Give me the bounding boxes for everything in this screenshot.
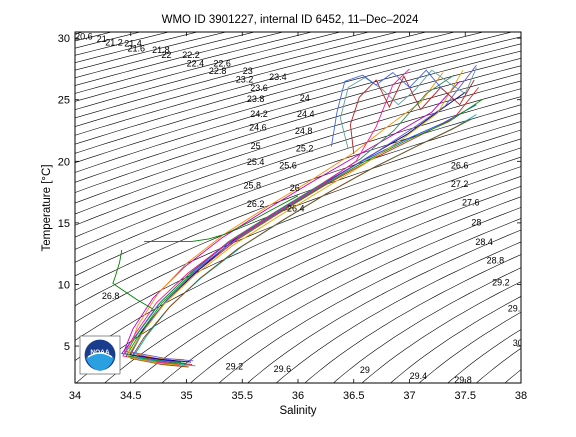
x-tick-label-8: 38	[515, 390, 527, 402]
isopycnal-line-4	[0, 32, 197, 383]
contour-label-14: 23.6	[250, 83, 268, 93]
profile-line-14	[340, 68, 476, 149]
contour-label-0: 20.6	[75, 31, 93, 41]
y-tick-label-2: 15	[58, 218, 70, 230]
profile-line-11	[127, 70, 463, 366]
noaa-logo: NOAA	[80, 336, 120, 374]
isopycnal-line-35	[162, 32, 576, 383]
contour-label-36: 29.6	[508, 303, 526, 313]
isopycnal-line-11	[0, 32, 398, 383]
contour-label-19: 24.6	[249, 122, 267, 132]
x-axis-ticks: 34 34.5 35 35.5 36 36.5 37 37.5 38	[69, 32, 527, 402]
x-tick-label-1: 34.5	[120, 390, 141, 402]
contour-label-17: 24.2	[250, 109, 268, 119]
contour-label-13: 23.4	[269, 72, 287, 82]
contour-label-6: 22	[161, 50, 171, 60]
isopycnal-line-37	[219, 32, 576, 383]
contour-label-40: 29.6	[274, 364, 292, 374]
isopycnal-line-33	[105, 32, 576, 383]
isopycnal-line-43	[391, 32, 576, 383]
contour-label-35: 29.2	[492, 278, 510, 288]
contour-label-33: 28.4	[475, 237, 493, 247]
x-tick-label-2: 35	[180, 390, 192, 402]
contour-label-2: 21.2	[105, 37, 123, 47]
contour-label-18: 24.4	[297, 109, 315, 119]
y-tick-label-4: 25	[58, 95, 70, 107]
contour-label-39: 29.2	[226, 361, 244, 371]
y-axis-label: Temperature [°C]	[41, 164, 53, 251]
contour-label-25: 25.8	[244, 180, 262, 190]
contour-label-38: 26.8	[102, 291, 120, 301]
isopycnal-line-12	[0, 32, 426, 383]
contour-label-16: 24	[300, 93, 310, 103]
isopycnal-line-10	[0, 32, 369, 383]
contour-label-32: 28	[471, 217, 481, 227]
profile-line-2	[126, 100, 482, 364]
isopycnal-line-47	[505, 32, 576, 383]
contour-label-30: 27.2	[451, 179, 469, 189]
x-tick-label-4: 36	[292, 390, 304, 402]
chart-title: WMO ID 3901227, internal ID 6452, 11–Dec…	[162, 14, 419, 26]
contour-label-41: 29	[360, 365, 370, 375]
contour-label-22: 25.2	[296, 143, 314, 153]
contour-label-31: 27.6	[462, 198, 480, 208]
y-tick-label-1: 10	[58, 279, 70, 291]
isopycnal-line-34	[133, 32, 576, 383]
contour-label-26: 26	[290, 183, 300, 193]
contour-label-23: 25.4	[247, 157, 265, 167]
contour-label-42: 29.4	[410, 371, 428, 381]
y-tick-label-5: 30	[58, 33, 70, 45]
y-tick-label-0: 5	[64, 341, 70, 353]
contour-label-4: 21.6	[128, 44, 146, 54]
contour-label-21: 25	[251, 141, 261, 151]
contour-label-10: 22.8	[209, 66, 227, 76]
x-tick-label-3: 35.5	[232, 390, 253, 402]
isopycnal-line-31	[48, 32, 576, 383]
y-tick-label-3: 20	[58, 156, 70, 168]
profile-line-6	[131, 119, 471, 367]
contour-label-15: 23.8	[247, 94, 265, 104]
contour-label-20: 24.8	[295, 126, 313, 136]
x-tick-label-0: 34	[69, 390, 81, 402]
isopycnal-line-6	[0, 32, 255, 383]
x-tick-label-7: 37.5	[455, 390, 476, 402]
profile-line-5	[129, 73, 443, 360]
x-axis-label: Salinity	[279, 405, 316, 417]
profile-line-16	[331, 70, 443, 146]
isopycnal-line-13	[0, 32, 455, 383]
isopycnal-line-14	[0, 32, 483, 383]
isopycnal-line-1	[0, 32, 112, 383]
x-tick-label-6: 37	[403, 390, 415, 402]
contour-label-28: 26.4	[287, 204, 305, 214]
profile-line-3	[124, 81, 460, 361]
contour-label-34: 28.8	[487, 255, 505, 265]
contour-label-29: 26.6	[451, 161, 469, 171]
isopycnal-line-44	[419, 32, 576, 383]
contour-label-8: 22.4	[187, 58, 205, 68]
noaa-logo-text: NOAA	[90, 349, 109, 356]
contour-label-27: 26.2	[247, 199, 265, 209]
contour-label-24: 25.6	[279, 161, 297, 171]
x-tick-label-5: 36.5	[343, 390, 364, 402]
